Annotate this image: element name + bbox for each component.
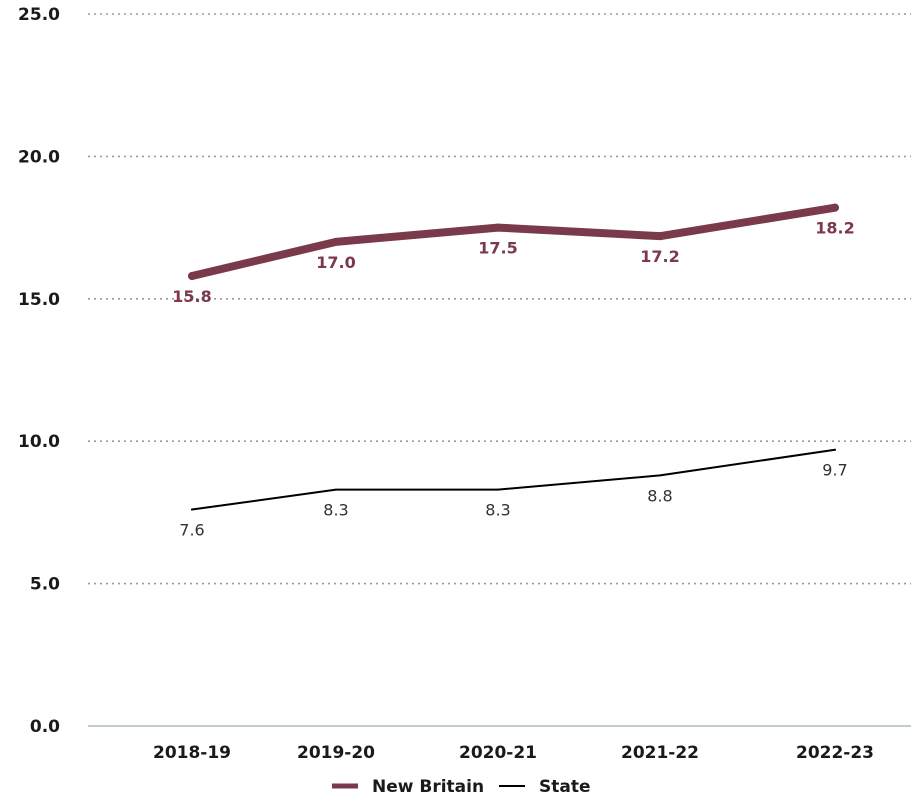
x-tick-label: 2022-23 (796, 743, 874, 763)
data-label: 8.3 (485, 501, 510, 520)
y-tick-label: 25.0 (18, 5, 60, 25)
data-point (497, 488, 499, 491)
data-label: 18.2 (815, 219, 854, 238)
gridlines (88, 13, 911, 585)
series-lines (188, 203, 839, 511)
data-label: 8.8 (647, 486, 672, 505)
x-axis-ticks: 2018-19 2019-20 2020-21 2021-22 2022-23 (153, 743, 874, 763)
y-tick-label: 10.0 (18, 432, 60, 452)
legend-label: State (539, 777, 591, 797)
data-point (656, 232, 664, 241)
data-label: 9.7 (822, 461, 847, 480)
data-point (834, 448, 836, 451)
x-tick-label: 2018-19 (153, 743, 231, 763)
data-point (335, 488, 337, 491)
data-point (332, 237, 340, 246)
data-point (494, 223, 502, 232)
data-point (659, 474, 661, 477)
data-label: 7.6 (179, 521, 204, 540)
data-labels: 15.8 17.0 17.5 17.2 18.2 7.6 8.3 8.3 8.8 9.7 (172, 219, 854, 540)
x-tick-label: 2021-22 (621, 743, 699, 763)
legend: New Britain State (332, 777, 591, 797)
data-point (191, 508, 193, 511)
y-tick-label: 0.0 (30, 717, 60, 737)
data-label: 17.2 (640, 247, 679, 266)
legend-label: New Britain (372, 777, 484, 797)
data-point (831, 203, 839, 212)
y-axis-ticks: 0.0 5.0 10.0 15.0 20.0 25.0 (18, 5, 60, 737)
x-tick-label: 2020-21 (459, 743, 537, 763)
data-point (188, 272, 196, 281)
y-tick-label: 20.0 (18, 147, 60, 167)
y-tick-label: 15.0 (18, 290, 60, 310)
data-label: 8.3 (323, 501, 348, 520)
data-label: 17.5 (478, 239, 517, 258)
x-tick-label: 2019-20 (297, 743, 375, 763)
data-label: 17.0 (316, 253, 355, 272)
data-label: 15.8 (172, 287, 211, 306)
series-line-state (191, 448, 836, 511)
y-tick-label: 5.0 (30, 575, 60, 595)
